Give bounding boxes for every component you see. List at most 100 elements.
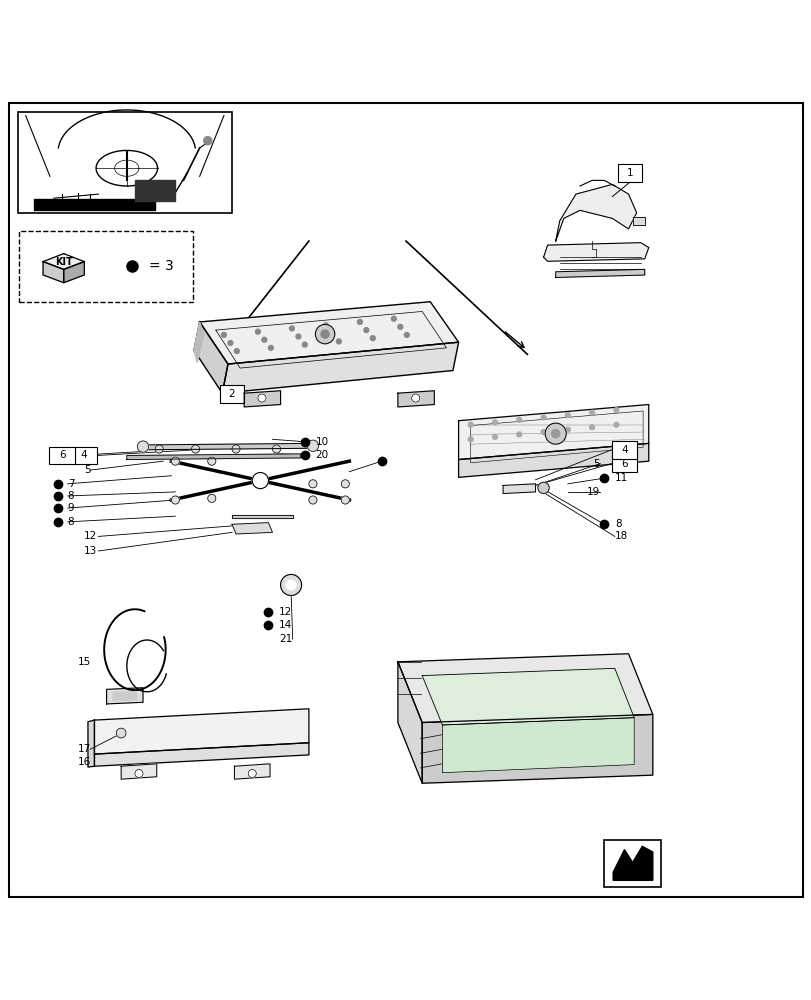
Circle shape bbox=[323, 323, 328, 328]
Circle shape bbox=[137, 441, 148, 452]
Polygon shape bbox=[63, 262, 84, 283]
Circle shape bbox=[234, 349, 239, 354]
Circle shape bbox=[517, 417, 521, 422]
Circle shape bbox=[540, 415, 545, 420]
Text: 17: 17 bbox=[78, 744, 92, 754]
Circle shape bbox=[391, 316, 396, 321]
Text: 15: 15 bbox=[78, 657, 92, 667]
Polygon shape bbox=[88, 720, 94, 767]
Circle shape bbox=[540, 430, 545, 434]
Polygon shape bbox=[106, 688, 143, 704]
Text: 9: 9 bbox=[67, 503, 75, 513]
Text: KIT: KIT bbox=[55, 257, 72, 267]
Circle shape bbox=[171, 496, 179, 504]
Text: 8: 8 bbox=[67, 517, 75, 527]
Circle shape bbox=[589, 410, 594, 415]
Polygon shape bbox=[135, 180, 175, 201]
Circle shape bbox=[341, 496, 349, 504]
Polygon shape bbox=[234, 764, 270, 779]
Circle shape bbox=[336, 339, 341, 344]
Polygon shape bbox=[232, 515, 292, 518]
Polygon shape bbox=[200, 302, 458, 364]
Polygon shape bbox=[113, 692, 136, 701]
Circle shape bbox=[171, 457, 179, 465]
Circle shape bbox=[204, 137, 212, 145]
Circle shape bbox=[329, 331, 334, 336]
Circle shape bbox=[613, 408, 618, 413]
Circle shape bbox=[404, 332, 409, 337]
Circle shape bbox=[289, 326, 294, 331]
Circle shape bbox=[492, 420, 497, 425]
Polygon shape bbox=[612, 846, 652, 880]
Circle shape bbox=[308, 496, 316, 504]
Circle shape bbox=[155, 445, 163, 453]
Circle shape bbox=[208, 457, 216, 465]
Text: 12: 12 bbox=[84, 531, 97, 541]
Polygon shape bbox=[422, 668, 633, 725]
Circle shape bbox=[551, 430, 559, 438]
Circle shape bbox=[262, 337, 267, 342]
Circle shape bbox=[307, 440, 318, 451]
Circle shape bbox=[341, 480, 349, 488]
Text: 4: 4 bbox=[620, 445, 627, 455]
Circle shape bbox=[268, 345, 273, 350]
Circle shape bbox=[255, 329, 260, 334]
Polygon shape bbox=[232, 523, 272, 534]
Circle shape bbox=[252, 472, 268, 489]
Text: 1: 1 bbox=[626, 168, 633, 178]
Bar bbox=[19, 231, 193, 302]
Text: 14: 14 bbox=[279, 620, 292, 630]
Polygon shape bbox=[121, 764, 157, 779]
Circle shape bbox=[468, 437, 473, 442]
Polygon shape bbox=[555, 184, 636, 241]
Circle shape bbox=[544, 423, 565, 444]
Circle shape bbox=[320, 330, 328, 338]
Circle shape bbox=[191, 445, 200, 453]
Circle shape bbox=[315, 324, 334, 344]
Text: 19: 19 bbox=[586, 487, 599, 497]
Polygon shape bbox=[442, 718, 633, 773]
Text: 5: 5 bbox=[84, 465, 91, 475]
Polygon shape bbox=[397, 654, 652, 723]
Polygon shape bbox=[244, 391, 281, 407]
Text: 11: 11 bbox=[614, 473, 627, 483]
Circle shape bbox=[248, 769, 256, 778]
Circle shape bbox=[564, 427, 569, 432]
Text: = 3: = 3 bbox=[149, 259, 174, 273]
Circle shape bbox=[302, 342, 307, 347]
Polygon shape bbox=[503, 484, 534, 494]
Circle shape bbox=[564, 413, 569, 417]
Bar bbox=[611, 455, 637, 472]
Circle shape bbox=[589, 425, 594, 430]
Polygon shape bbox=[94, 743, 308, 766]
Circle shape bbox=[208, 494, 216, 502]
Text: 12: 12 bbox=[279, 607, 292, 617]
Circle shape bbox=[228, 341, 233, 345]
Circle shape bbox=[537, 482, 548, 494]
Text: 8: 8 bbox=[67, 491, 75, 501]
Text: 16: 16 bbox=[78, 757, 92, 767]
Text: 8: 8 bbox=[614, 519, 620, 529]
Circle shape bbox=[397, 324, 402, 329]
Circle shape bbox=[221, 332, 226, 337]
Circle shape bbox=[357, 320, 362, 324]
Text: 13: 13 bbox=[84, 546, 97, 556]
Bar bbox=[49, 447, 75, 464]
Text: 2: 2 bbox=[229, 389, 235, 399]
Polygon shape bbox=[194, 322, 204, 362]
Polygon shape bbox=[458, 443, 648, 477]
Polygon shape bbox=[43, 262, 63, 283]
Bar bbox=[611, 441, 637, 459]
Bar bbox=[71, 447, 97, 464]
Circle shape bbox=[272, 445, 281, 453]
Polygon shape bbox=[397, 391, 434, 407]
Bar bbox=[617, 164, 642, 182]
Bar bbox=[18, 112, 232, 213]
Polygon shape bbox=[94, 709, 308, 754]
Polygon shape bbox=[458, 405, 648, 460]
Text: 21: 21 bbox=[279, 634, 292, 644]
Circle shape bbox=[613, 422, 618, 427]
Polygon shape bbox=[555, 269, 644, 277]
Circle shape bbox=[492, 434, 497, 439]
Circle shape bbox=[232, 445, 240, 453]
